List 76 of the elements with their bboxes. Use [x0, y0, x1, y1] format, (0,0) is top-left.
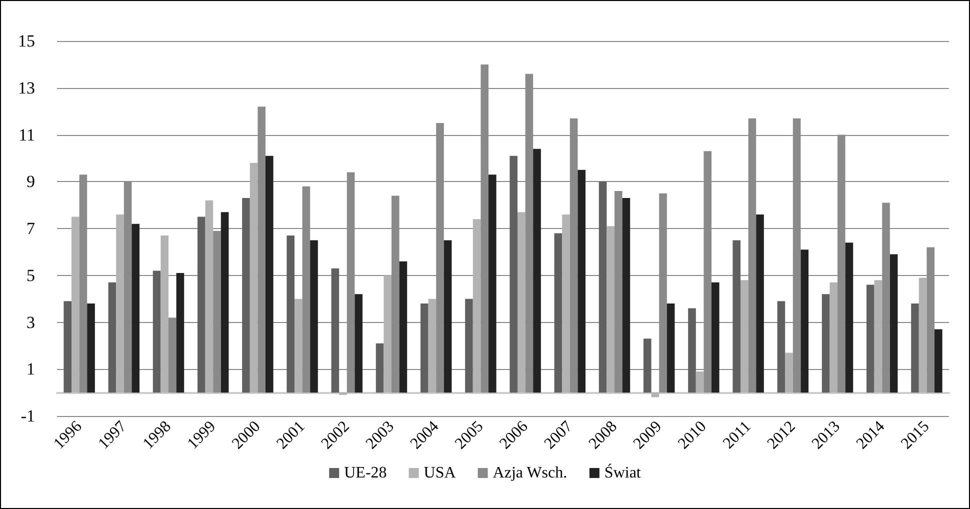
bar [242, 198, 250, 393]
bar [354, 294, 363, 393]
bar [740, 280, 748, 393]
bar [250, 162, 258, 393]
bar [918, 278, 927, 393]
bar [712, 282, 720, 393]
bar [696, 371, 704, 393]
bar [384, 275, 392, 393]
bar [310, 240, 318, 393]
bar [622, 198, 630, 393]
bar [87, 304, 95, 393]
legend-label: UE-28 [344, 464, 387, 482]
bar [510, 156, 518, 393]
bar [64, 301, 72, 393]
bar [866, 284, 874, 393]
bar [688, 308, 696, 393]
bar [266, 156, 274, 393]
bar [71, 216, 80, 393]
bar [152, 270, 161, 393]
bar [598, 182, 607, 393]
bar [554, 233, 562, 393]
bar [488, 174, 496, 393]
y-tick-label: 11 [18, 125, 35, 144]
bar [331, 268, 340, 393]
bar [785, 352, 793, 393]
bar [444, 240, 452, 393]
y-tick-label: 5 [26, 266, 35, 285]
bar [643, 338, 652, 393]
bar [108, 282, 116, 393]
legend-label: Świat [604, 464, 642, 482]
y-tick-label: 1 [26, 360, 35, 379]
y-tick-label: 3 [26, 312, 35, 332]
bar [376, 343, 384, 393]
legend-label: Azja Wsch. [492, 464, 568, 482]
bar [286, 236, 294, 393]
bar [578, 170, 586, 393]
bar [651, 392, 660, 398]
bar [845, 242, 854, 393]
bar [205, 200, 214, 393]
bar [911, 304, 919, 393]
bar [874, 280, 882, 393]
bar [420, 304, 428, 393]
bar [168, 318, 176, 393]
bar [132, 224, 140, 393]
bar [176, 273, 184, 393]
bar [399, 261, 408, 393]
x-tick-label: 2011 [720, 418, 754, 452]
y-tick-label: 9 [26, 172, 35, 192]
bar [465, 298, 473, 393]
bar [116, 214, 124, 393]
bar [614, 191, 622, 393]
bar [934, 329, 942, 393]
bar [830, 282, 838, 393]
bar [822, 294, 830, 393]
bar [294, 298, 302, 393]
bar [517, 212, 526, 393]
bar [666, 304, 675, 393]
bar [213, 230, 221, 393]
bar [197, 216, 206, 393]
bar [160, 236, 168, 393]
bar [533, 148, 541, 393]
bar [428, 298, 436, 393]
y-tick-label: 7 [26, 219, 36, 238]
bar [472, 219, 481, 393]
bar [890, 254, 898, 393]
y-tick-label: 13 [18, 78, 35, 98]
y-tick-label: -1 [20, 406, 35, 426]
y-tick-label: 15 [18, 32, 35, 50]
bar [220, 212, 229, 393]
bar [756, 214, 764, 393]
bar [732, 240, 740, 393]
bar [777, 301, 786, 393]
bar [800, 250, 809, 393]
legend-label: USA [424, 464, 456, 482]
bar [606, 226, 614, 393]
bar [562, 214, 570, 393]
